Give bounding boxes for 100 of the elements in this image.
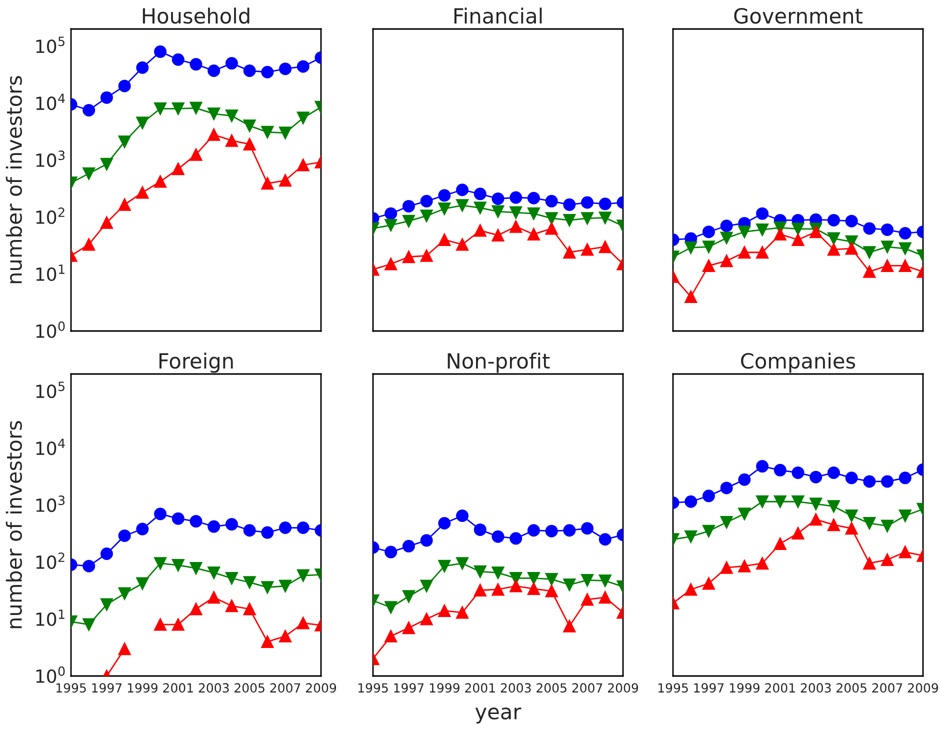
point — [492, 205, 504, 218]
point — [563, 198, 576, 211]
point — [898, 226, 912, 240]
point — [598, 574, 612, 587]
point — [82, 618, 96, 631]
point — [261, 177, 274, 190]
point — [402, 214, 415, 228]
point — [827, 243, 840, 256]
point — [756, 557, 769, 570]
point — [82, 238, 96, 251]
point — [118, 135, 131, 148]
point — [243, 120, 256, 132]
point — [243, 524, 256, 537]
chart-title: Companies — [741, 352, 856, 373]
point — [420, 210, 433, 222]
x-tick-label: 2005 — [536, 683, 566, 693]
x-tick-label: 2001 — [765, 683, 795, 693]
x-tick-label: 1995 — [658, 683, 688, 693]
point — [438, 560, 451, 572]
y-axis-title: number of investors — [6, 421, 22, 628]
point — [225, 572, 238, 584]
point — [545, 524, 558, 538]
x-tick-label: 2005 — [836, 683, 866, 693]
point — [172, 618, 184, 631]
point — [225, 518, 238, 531]
point — [898, 259, 912, 272]
point — [756, 223, 769, 236]
y-tick-label: 10$^{1}$ — [36, 264, 64, 282]
point — [810, 226, 822, 238]
point — [702, 240, 715, 254]
point — [845, 242, 858, 255]
point — [438, 517, 451, 530]
point — [208, 591, 220, 604]
point — [474, 202, 486, 214]
point — [279, 126, 292, 140]
point — [420, 194, 433, 208]
point — [738, 226, 751, 238]
point — [279, 580, 292, 592]
point — [881, 223, 894, 236]
point — [208, 566, 220, 579]
point — [756, 246, 769, 259]
point — [438, 189, 451, 202]
point — [190, 102, 202, 114]
point — [510, 191, 522, 204]
point — [756, 460, 769, 473]
x-tick-label: 2007 — [572, 683, 602, 693]
point — [881, 240, 894, 254]
point — [898, 510, 912, 522]
point — [420, 249, 433, 262]
point — [792, 233, 804, 246]
point — [474, 224, 486, 237]
point — [154, 508, 167, 520]
point — [172, 558, 184, 572]
point — [792, 527, 804, 540]
point — [456, 184, 469, 196]
point — [738, 508, 751, 520]
point — [261, 581, 274, 594]
point — [898, 546, 912, 558]
point — [261, 126, 274, 138]
x-tick-label: 2009 — [908, 683, 938, 693]
point — [243, 602, 256, 616]
x-tick-label: 2009 — [608, 683, 638, 693]
point — [527, 524, 540, 537]
point — [82, 167, 96, 180]
y-tick-label: 10$^{2}$ — [36, 207, 64, 224]
point — [756, 495, 769, 508]
point — [827, 500, 840, 513]
point — [827, 214, 840, 226]
point — [702, 577, 715, 590]
point — [581, 522, 594, 535]
point — [863, 475, 876, 488]
point — [527, 207, 540, 220]
point — [474, 523, 486, 536]
point — [510, 206, 522, 219]
point — [82, 104, 96, 116]
point — [598, 240, 612, 254]
point — [881, 520, 894, 532]
y-tick-label: 10$^{3}$ — [36, 496, 65, 512]
point — [279, 522, 292, 534]
point — [154, 557, 167, 570]
point — [702, 490, 715, 502]
point — [118, 587, 131, 600]
x-tick-label: 2003 — [500, 683, 531, 693]
point — [792, 466, 804, 479]
point — [702, 259, 715, 272]
point — [384, 601, 398, 614]
point — [702, 524, 715, 538]
point — [154, 618, 167, 631]
x-tick-label: 1999 — [430, 683, 460, 693]
point — [172, 512, 184, 525]
point — [492, 530, 504, 543]
point — [100, 547, 113, 560]
x-tick-label: 1995 — [358, 683, 388, 693]
point — [296, 60, 310, 73]
point — [136, 186, 149, 199]
point — [208, 520, 220, 533]
point — [384, 207, 398, 220]
y-tick-label: 10$^{0}$ — [36, 666, 65, 683]
point — [118, 529, 131, 542]
point — [172, 102, 184, 115]
